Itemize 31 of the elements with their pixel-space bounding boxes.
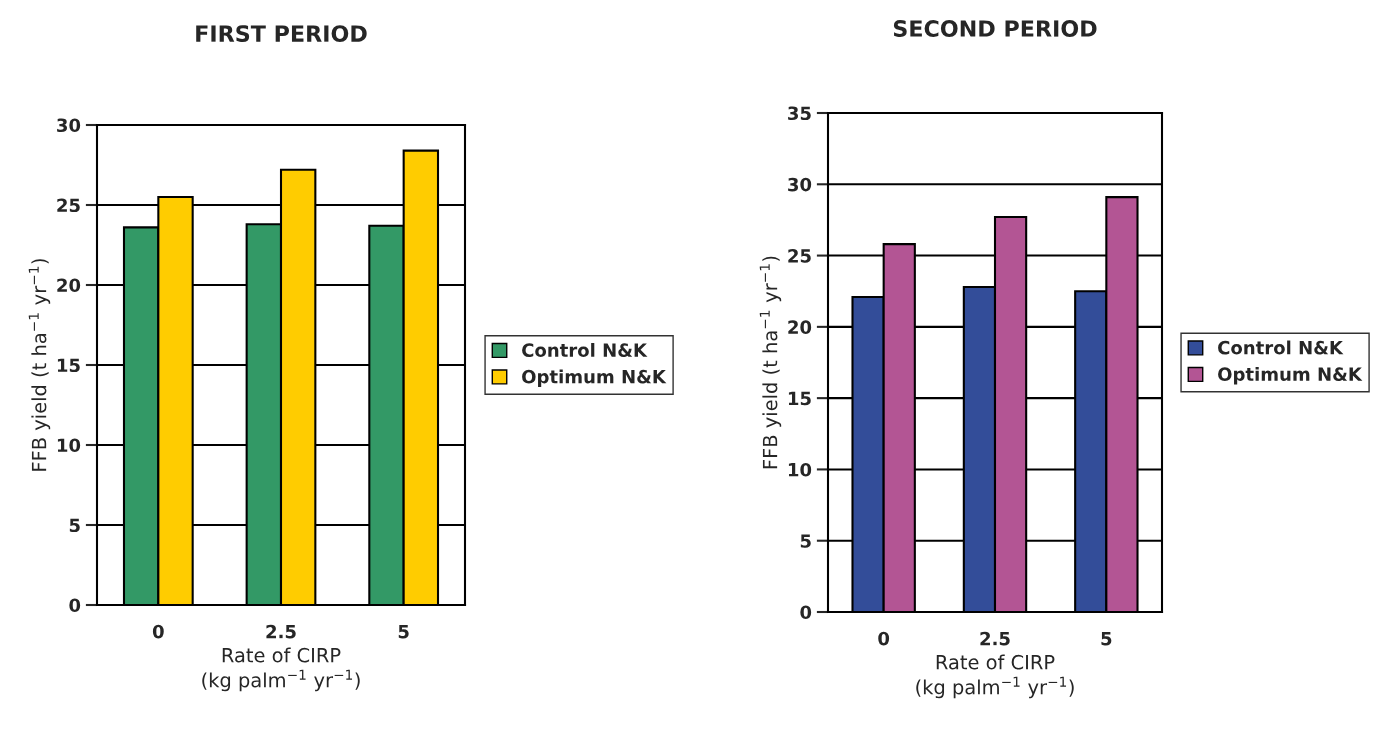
y-tick-label: 35	[788, 106, 811, 121]
y-tick-label: 20	[57, 278, 81, 293]
legend-label: Optimum N&K	[522, 369, 667, 387]
x-tick-label: 2.5	[980, 631, 1010, 646]
chart-title: SECOND PERIOD	[893, 20, 1097, 37]
x-tick-label: 0	[152, 624, 164, 639]
x-tick-label: 5	[398, 625, 409, 639]
y-tick-label: 15	[788, 391, 811, 406]
y-axis-title: FFB yield (t ha$^{−1}$ yr$^{−1}$)	[759, 256, 782, 469]
y-tick-label: 30	[57, 118, 81, 133]
y-tick-label: 10	[57, 438, 81, 453]
y-tick-label: 25	[57, 198, 80, 213]
y-tick-label: 5	[800, 534, 811, 548]
x-axis-title: Rate of CIRP (kg palm$^{−1}$ yr$^{−1}$)	[202, 647, 360, 692]
y-tick-label: 20	[788, 320, 812, 334]
x-axis-title: Rate of CIRP (kg palm$^{−1}$ yr$^{−1}$)	[916, 654, 1074, 699]
y-tick-label: 15	[57, 358, 80, 373]
y-tick-label: 30	[788, 177, 812, 192]
y-tick-label: 25	[788, 249, 811, 263]
y-tick-label: 0	[800, 605, 812, 620]
chart-title: FIRST PERIOD	[196, 25, 367, 42]
y-axis-title: FFB yield (t ha$^{−1}$ yr$^{−1}$)	[28, 259, 51, 471]
y-tick-label: 0	[69, 598, 81, 613]
legend-label: Control N&K	[522, 343, 648, 357]
x-tick-label: 0	[878, 631, 890, 646]
legend-label: Optimum N&K	[1218, 367, 1363, 385]
x-tick-label: 2.5	[266, 624, 296, 639]
y-tick-label: 5	[69, 518, 80, 533]
y-tick-label: 10	[788, 462, 812, 477]
legend-label: Control N&K	[1218, 340, 1344, 355]
x-tick-label: 5	[1101, 632, 1112, 646]
